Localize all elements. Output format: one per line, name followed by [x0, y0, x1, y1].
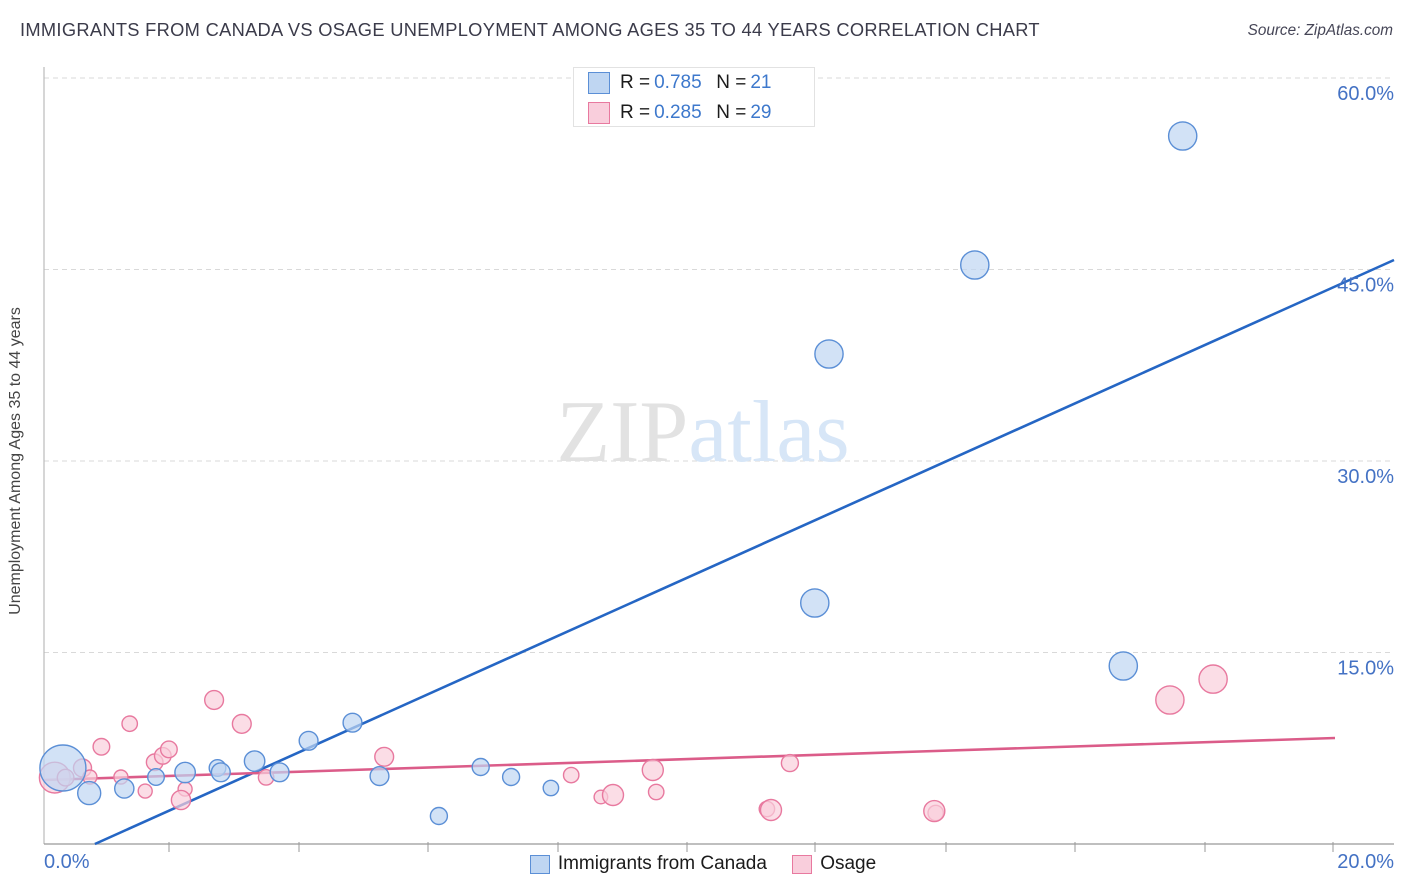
svg-text:Unemployment Among Ages 35 to: Unemployment Among Ages 35 to 44 years [7, 307, 24, 615]
svg-text:45.0%: 45.0% [1337, 275, 1394, 297]
svg-text:ZIPatlas: ZIPatlas [556, 384, 849, 481]
svg-text:15.0%: 15.0% [1337, 658, 1394, 680]
svg-text:60.0%: 60.0% [1337, 83, 1394, 105]
svg-text:30.0%: 30.0% [1337, 466, 1394, 488]
